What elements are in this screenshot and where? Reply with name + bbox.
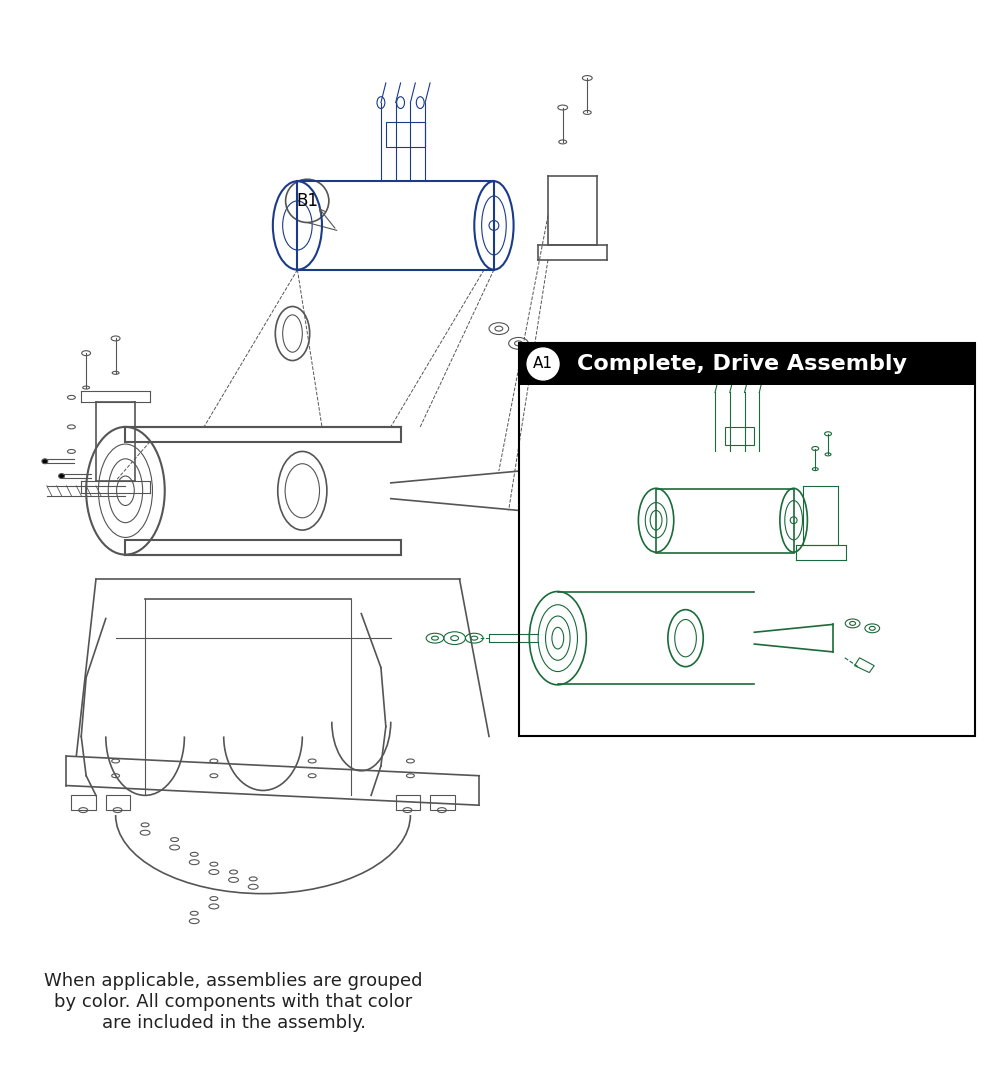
Bar [396,795,420,810]
Ellipse shape [59,474,65,478]
Bar [656,489,794,553]
Bar [106,795,130,810]
Bar [71,795,96,810]
Text: Complete, Drive Assembly: Complete, Drive Assembly [577,354,907,375]
Bar [386,123,425,147]
Ellipse shape [42,459,48,464]
Bar [519,344,975,736]
Text: When applicable, assemblies are grouped
by color. All components with that color: When applicable, assemblies are grouped … [44,972,423,1032]
Text: B1: B1 [296,192,318,210]
Bar [297,181,494,270]
Bar [430,795,455,810]
Bar [725,427,754,445]
Bar [519,344,975,384]
Bar [125,427,401,442]
Bar [125,540,401,555]
Text: A1: A1 [533,356,553,371]
Circle shape [525,347,561,382]
